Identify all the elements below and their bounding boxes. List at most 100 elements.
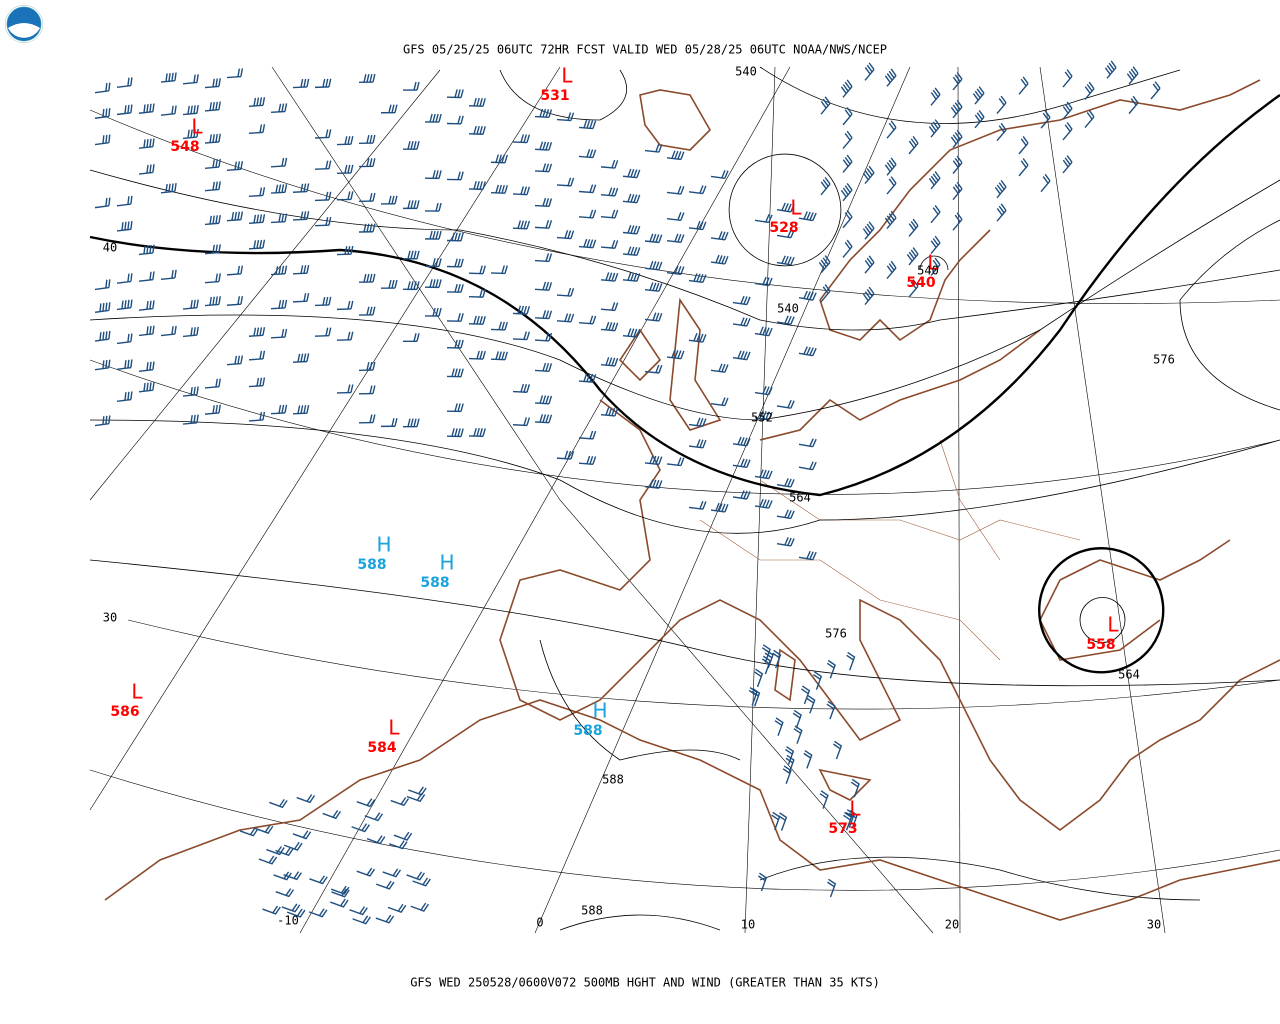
barb-flag [696,273,701,282]
barb-flag [388,104,392,113]
barb-flag [372,306,376,315]
wind-barb [778,812,788,831]
barb-flag [127,104,130,114]
barb-flag [950,106,957,115]
wind-barb [270,213,288,224]
wind-barb [94,279,111,291]
contour-label: 552 [751,411,773,425]
barb-flag [124,105,127,114]
barb-flag [520,186,525,195]
wind-barb [578,455,597,465]
barb-flag [614,240,619,249]
wind-barb [424,279,442,289]
barb-flag [306,292,310,302]
barb-flag [1064,124,1071,132]
barb-flag [908,223,915,231]
barb-flag [435,307,439,317]
barb-flag [344,246,348,255]
barb-flag [605,321,610,331]
barb-flag [652,233,657,243]
barb-flag [545,395,550,404]
barb-flag [589,120,594,129]
barb-flag [608,272,613,281]
barb-flag [724,255,729,265]
wind-barb [314,129,332,139]
barb-flag [1022,136,1029,144]
wind-barb [349,906,368,916]
barb-flag [328,160,332,169]
barb-flag [297,353,301,363]
barb-flag [495,184,499,194]
barb-flag [262,97,266,106]
barb-staff [1018,83,1029,95]
barb-flag [866,223,873,232]
barb-flag [586,149,591,158]
barb-flag [652,312,657,321]
wind-barb [840,183,853,202]
barb-staff [1128,102,1139,115]
barb-flag [721,170,726,179]
barb-flag [762,326,767,336]
barb-flag [146,326,149,335]
barb-flag [457,115,461,124]
barb-flag [1126,73,1133,81]
barb-flag [451,368,455,377]
barb-flag [746,351,751,360]
wind-barb [248,350,266,361]
barb-flag [718,363,723,372]
barb-flag [479,97,483,107]
barb-flag [275,266,279,275]
barb-flag [787,315,792,325]
barb-flag [842,187,849,196]
barb-flag [721,397,726,406]
wind-barb [262,905,281,915]
barb-flag [350,384,354,393]
barb-flag [438,170,442,179]
barb-flag [649,479,654,488]
barb-flag [954,157,961,166]
barb-flag [127,299,130,309]
wind-barb [116,299,133,311]
barb-flag [102,302,105,312]
barb-flag [215,378,218,388]
wind-barb [534,163,553,173]
barb-flag [174,72,177,81]
wind-barb [862,221,875,240]
barb-flag [570,177,575,187]
barb-flag [460,339,464,349]
wind-barb [412,877,431,887]
barb-flag [866,257,873,266]
barb-flag [910,281,917,290]
barb-flag [655,234,660,243]
barb-flag [693,332,698,342]
barb-flag [930,175,937,184]
barb-flag [906,254,913,262]
barb-flag [391,195,395,205]
barb-staff [284,841,303,851]
barb-flag [438,113,442,123]
barb-flag [526,186,531,195]
barb-staff [116,280,131,284]
barb-flag [765,277,770,286]
barb-flag [108,302,111,311]
wind-barb [270,184,288,194]
barb-flag [718,255,723,264]
barb-staff [356,867,376,877]
wind-barb [886,176,897,195]
barb-flag [1062,159,1069,168]
barb-staff [226,75,242,79]
wind-barb [270,299,288,310]
barb-flag [1000,95,1007,104]
barb-flag [429,230,433,240]
wind-barb [600,159,619,169]
barb-flag [391,104,395,113]
barb-flag [548,198,553,207]
barb-flag [284,404,288,414]
barb-flag [844,109,851,117]
center-symbol: H [592,699,607,723]
barb-flag [649,260,654,270]
barb-flag [934,119,941,127]
barb-flag [740,437,745,446]
barb-flag [501,321,505,331]
barb-flag [721,503,726,512]
